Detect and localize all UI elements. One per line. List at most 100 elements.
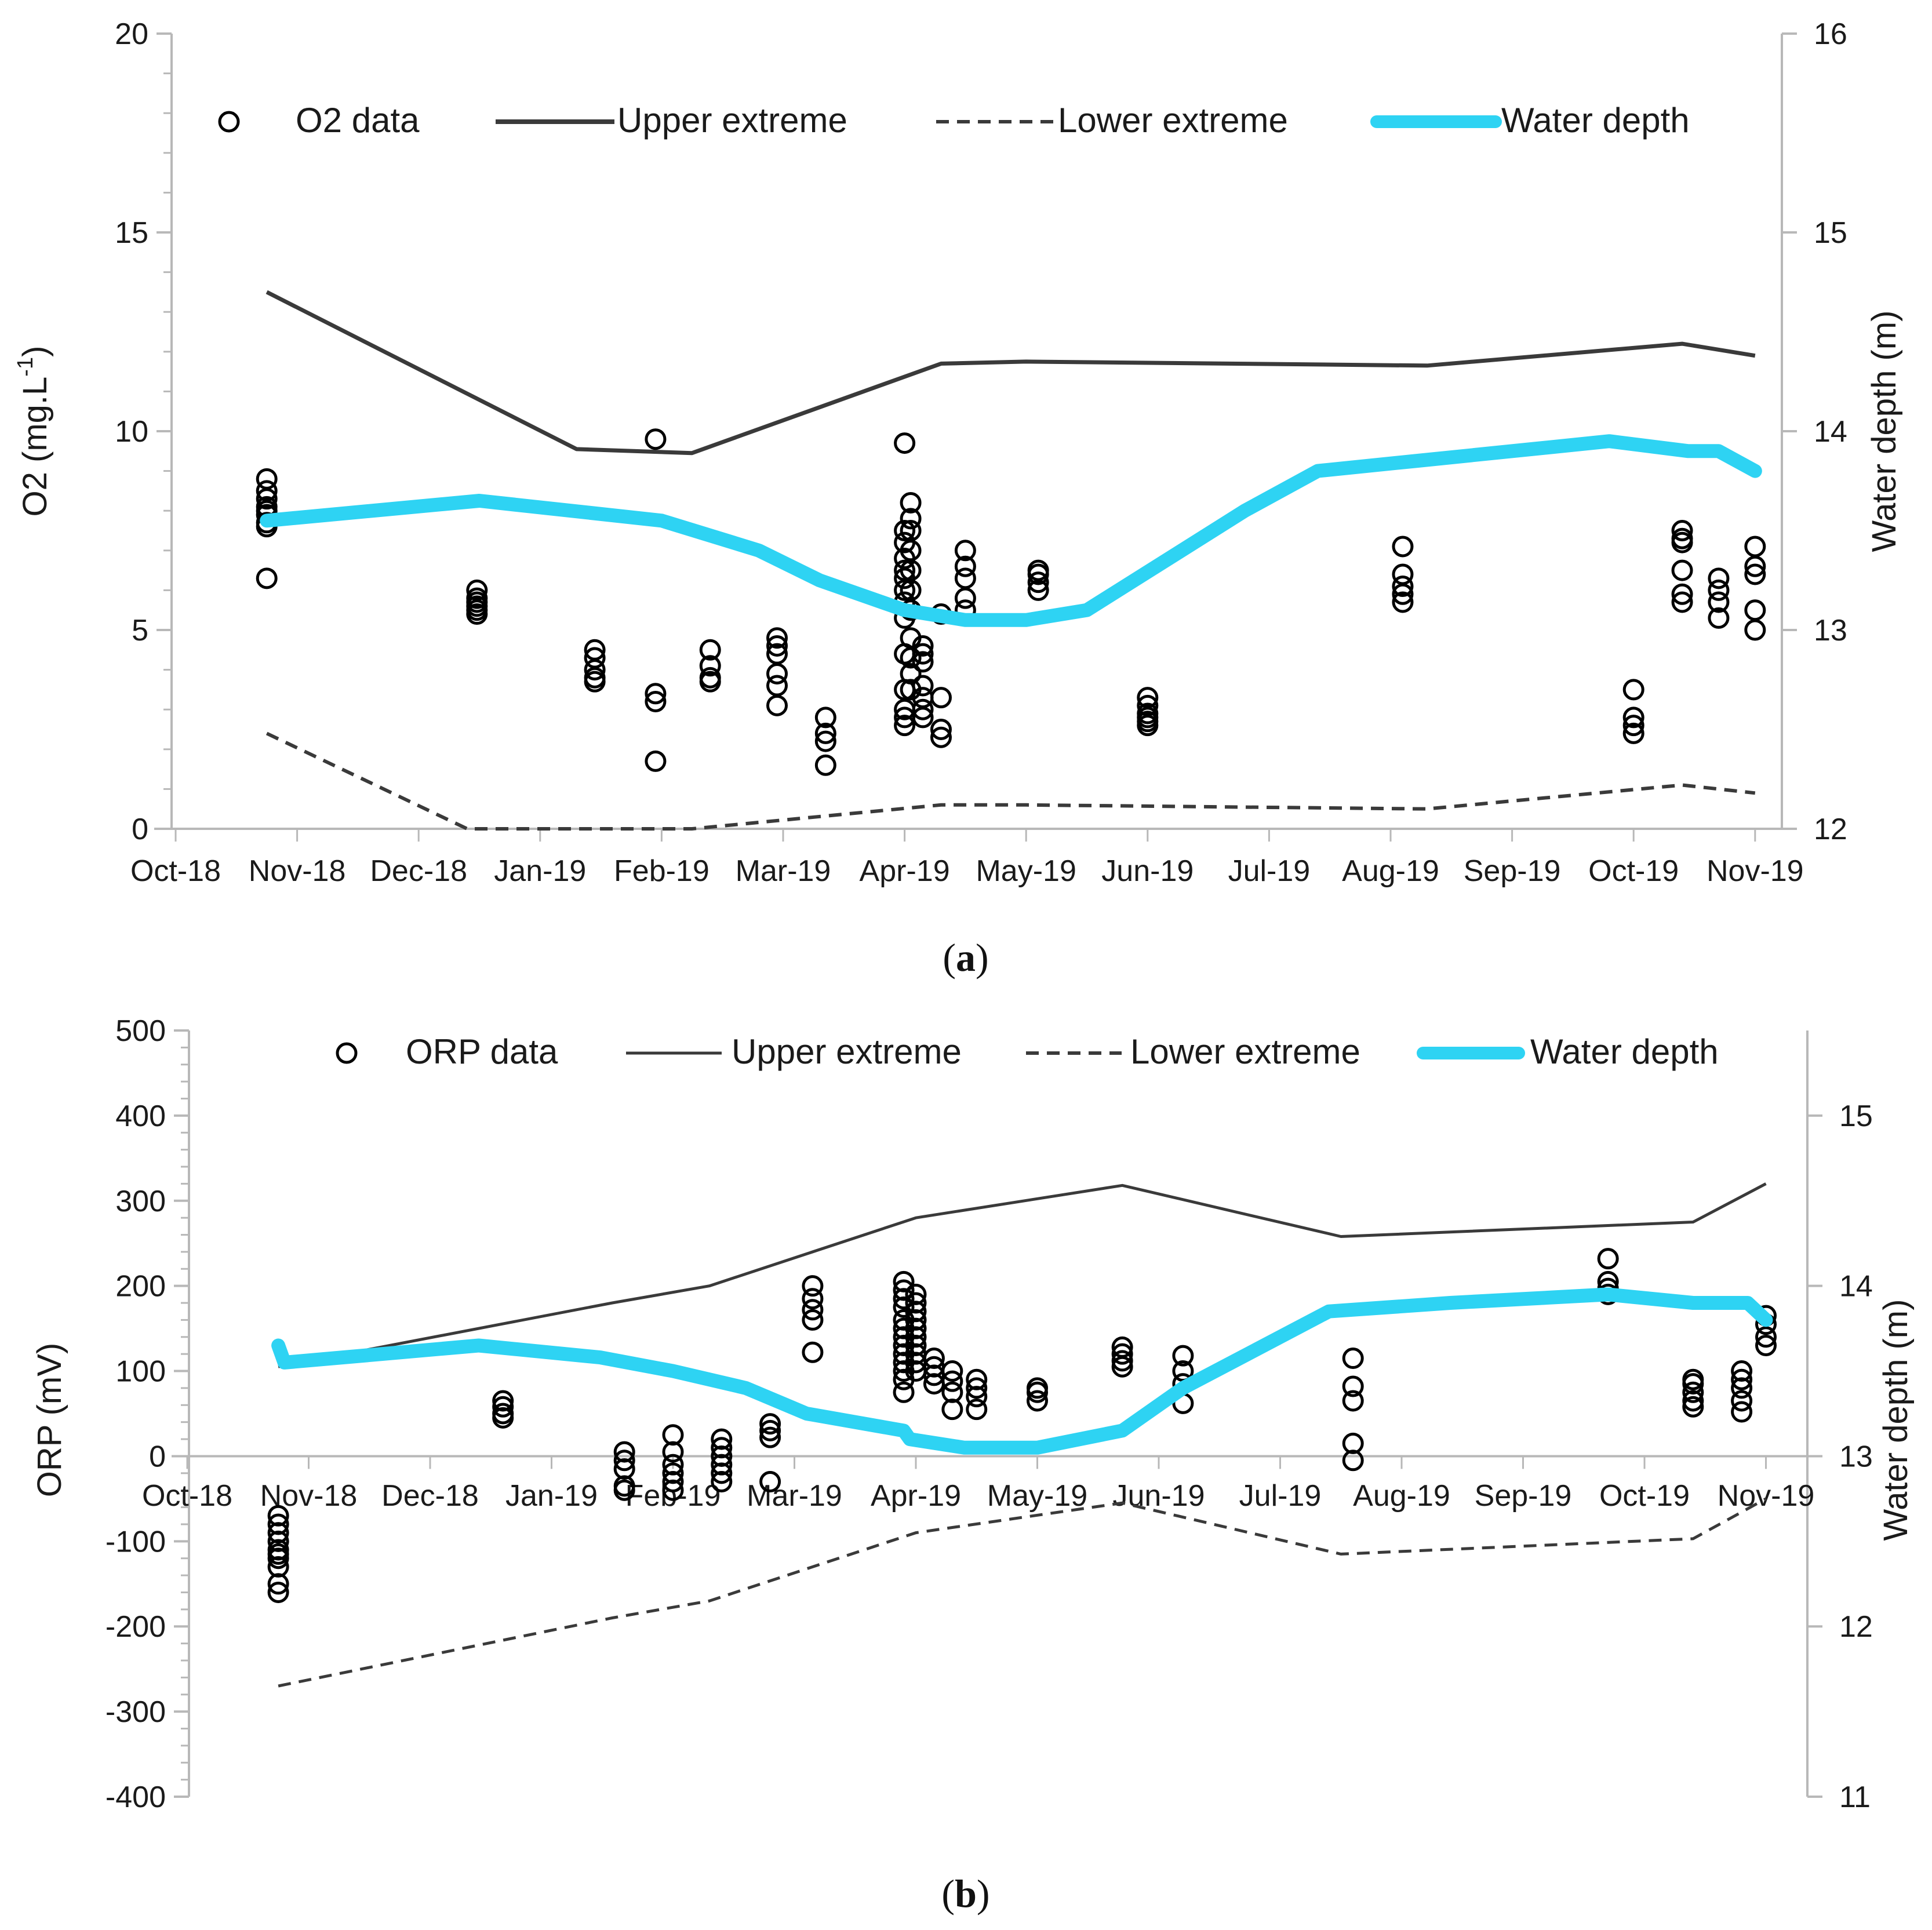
left-tick-label: -400 — [105, 1780, 166, 1814]
data-point — [766, 694, 788, 716]
data-point — [1755, 1326, 1777, 1348]
data-point — [912, 635, 934, 657]
data-point — [1682, 1373, 1704, 1395]
legend-marker-swatch — [218, 111, 240, 133]
data-point — [1708, 579, 1730, 601]
x-tick-label: Nov-19 — [1718, 1479, 1815, 1513]
data-point — [1137, 715, 1159, 737]
x-tick-label: Apr-19 — [860, 854, 950, 888]
data-point — [267, 1522, 289, 1544]
data-point — [1342, 1432, 1364, 1454]
data-point — [1027, 1390, 1048, 1412]
left-axis-title: ORP (mV) — [31, 1343, 68, 1497]
data-point — [711, 1428, 733, 1450]
data-point — [759, 1471, 781, 1493]
data-point — [894, 432, 916, 454]
data-point — [759, 1419, 781, 1441]
data-point — [893, 1279, 915, 1301]
data-point — [966, 1368, 988, 1390]
data-point — [1731, 1377, 1753, 1399]
data-point — [954, 555, 976, 577]
data-point — [645, 690, 667, 712]
series-lower-extreme-line — [265, 731, 1756, 831]
data-point — [1172, 1345, 1194, 1367]
data-point — [1027, 579, 1049, 601]
data-point — [900, 491, 922, 514]
data-point — [613, 1441, 635, 1463]
x-tick-label: Jun-19 — [1101, 854, 1194, 888]
data-point — [912, 675, 934, 697]
data-point — [905, 1292, 927, 1314]
data-point — [954, 587, 976, 609]
data-point — [1622, 715, 1644, 737]
data-point — [267, 1573, 289, 1595]
x-tick-label: Oct-18 — [130, 854, 221, 888]
data-point — [1622, 679, 1644, 701]
data-point — [1111, 1350, 1133, 1372]
data-point — [1682, 1396, 1704, 1418]
data-point — [930, 719, 952, 740]
legend-label: Upper extreme — [617, 101, 847, 140]
data-point — [1597, 1248, 1619, 1270]
data-point — [905, 1334, 927, 1356]
data-point — [267, 1513, 289, 1535]
data-point — [711, 1454, 733, 1476]
data-point — [905, 1309, 927, 1331]
data-point — [711, 1437, 733, 1459]
x-tick-label: Dec-18 — [381, 1479, 479, 1513]
data-point — [1682, 1381, 1704, 1403]
data-point — [905, 1317, 927, 1339]
data-point — [814, 754, 836, 776]
data-point — [267, 1556, 289, 1578]
data-point — [905, 1283, 927, 1305]
data-point — [894, 715, 916, 737]
data-point — [900, 662, 922, 684]
data-point — [802, 1275, 824, 1297]
data-point — [1671, 559, 1693, 581]
data-point — [1111, 1343, 1133, 1365]
x-tick-label: Nov-18 — [249, 854, 346, 888]
x-tick-label: May-19 — [976, 854, 1076, 888]
right-tick-label: 13 — [1814, 614, 1847, 647]
data-point — [1111, 1356, 1133, 1378]
data-point — [613, 1458, 635, 1480]
data-point — [954, 567, 976, 589]
panel-a-chart: 0 5 10 15 20 12 13 14 15 16 Oct-18 Nov-18 Dec-18 Jan-… — [13, 17, 1903, 888]
data-point — [930, 726, 952, 748]
data-point — [613, 1479, 635, 1501]
x-tick-label: Oct-19 — [1588, 854, 1679, 888]
data-point — [662, 1441, 684, 1463]
data-point — [905, 1326, 927, 1348]
data-point — [1342, 1450, 1364, 1472]
data-point — [766, 662, 788, 684]
data-point — [645, 750, 667, 772]
data-point — [1731, 1401, 1753, 1423]
legend-marker-swatch — [336, 1042, 358, 1064]
data-point — [1708, 567, 1730, 589]
data-point — [645, 683, 667, 705]
right-axis-title: Water depth (m) — [1865, 311, 1903, 552]
x-tick-label: Sep-19 — [1464, 854, 1561, 888]
x-tick-label: Feb-19 — [625, 1479, 721, 1513]
left-tick-label: -100 — [105, 1525, 166, 1558]
x-tick-label: Sep-19 — [1475, 1479, 1572, 1513]
left-tick-label: 300 — [115, 1185, 166, 1218]
data-point — [699, 639, 721, 661]
data-point — [802, 1299, 824, 1321]
data-point — [584, 659, 606, 681]
left-axis-title-superscript: -1 — [13, 357, 38, 377]
data-point — [1744, 599, 1766, 621]
x-tick-label: Jun-19 — [1113, 1479, 1205, 1513]
data-point — [759, 1426, 781, 1448]
data-point — [1744, 555, 1766, 577]
data-point — [267, 1530, 289, 1552]
data-point — [267, 1581, 289, 1603]
data-point — [492, 1396, 514, 1418]
data-point — [711, 1462, 733, 1484]
legend-label: Upper extreme — [732, 1032, 962, 1071]
right-tick-label: 12 — [1839, 1610, 1873, 1644]
legend-label: Lower extreme — [1058, 101, 1288, 140]
data-point — [766, 675, 788, 697]
left-tick-label: 5 — [132, 614, 148, 647]
